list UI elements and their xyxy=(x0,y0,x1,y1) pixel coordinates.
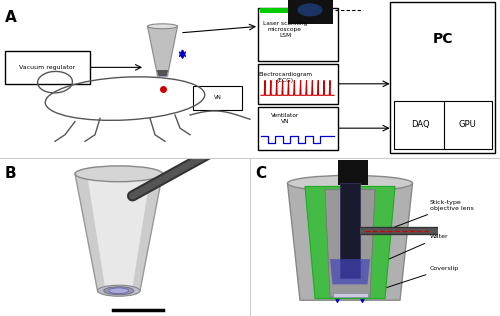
Text: C: C xyxy=(255,166,266,181)
Polygon shape xyxy=(288,183,412,300)
Bar xyxy=(340,183,360,278)
Text: Stick-type
objective lens: Stick-type objective lens xyxy=(362,200,474,239)
Ellipse shape xyxy=(98,285,140,296)
FancyBboxPatch shape xyxy=(394,101,446,149)
Text: DAQ: DAQ xyxy=(410,120,430,129)
Polygon shape xyxy=(88,177,150,288)
Ellipse shape xyxy=(298,3,322,16)
Bar xyxy=(338,160,368,185)
Text: Water: Water xyxy=(362,234,448,270)
Text: VN: VN xyxy=(214,95,222,100)
Ellipse shape xyxy=(75,166,162,182)
Polygon shape xyxy=(330,259,370,284)
Polygon shape xyxy=(75,174,162,291)
FancyBboxPatch shape xyxy=(258,8,338,61)
Text: Laser scanning
microscope
LSM: Laser scanning microscope LSM xyxy=(263,21,307,38)
Text: GPU: GPU xyxy=(458,120,476,129)
Polygon shape xyxy=(158,71,168,76)
Bar xyxy=(260,8,287,13)
Ellipse shape xyxy=(104,287,134,295)
Text: Ventilator
VN: Ventilator VN xyxy=(271,113,299,124)
Bar xyxy=(332,293,368,297)
FancyBboxPatch shape xyxy=(258,107,338,149)
Text: PC: PC xyxy=(432,33,453,46)
Ellipse shape xyxy=(109,288,129,294)
FancyBboxPatch shape xyxy=(5,51,90,84)
Text: Electrocardiogram
(ECG): Electrocardiogram (ECG) xyxy=(258,72,312,83)
Polygon shape xyxy=(148,26,178,76)
Text: B: B xyxy=(5,166,16,181)
Ellipse shape xyxy=(157,74,168,77)
Text: Vacuum regulator: Vacuum regulator xyxy=(20,65,76,70)
Polygon shape xyxy=(305,186,395,299)
Polygon shape xyxy=(325,190,375,297)
Text: A: A xyxy=(5,10,17,25)
FancyBboxPatch shape xyxy=(193,86,242,110)
Text: Coverslip: Coverslip xyxy=(365,266,459,295)
Bar xyxy=(288,0,333,24)
FancyBboxPatch shape xyxy=(444,101,492,149)
FancyBboxPatch shape xyxy=(258,64,338,104)
Ellipse shape xyxy=(148,24,178,29)
FancyBboxPatch shape xyxy=(390,2,495,153)
Ellipse shape xyxy=(288,175,412,191)
